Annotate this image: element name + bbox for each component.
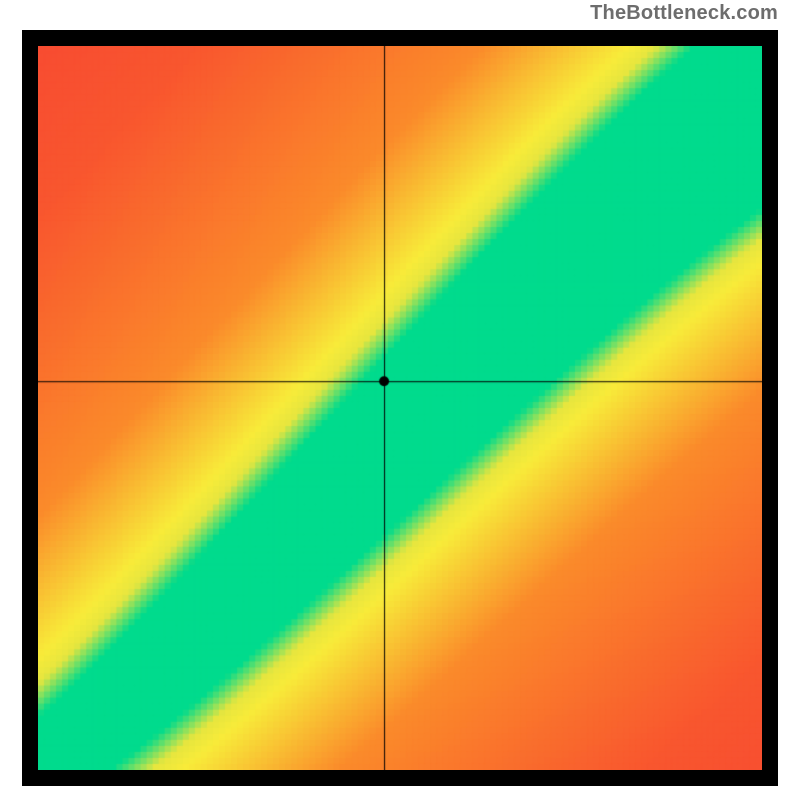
watermark-text: TheBottleneck.com: [590, 2, 778, 25]
bottleneck-heatmap: [38, 46, 762, 770]
chart-frame: [22, 30, 778, 786]
root: TheBottleneck.com: [0, 0, 800, 800]
